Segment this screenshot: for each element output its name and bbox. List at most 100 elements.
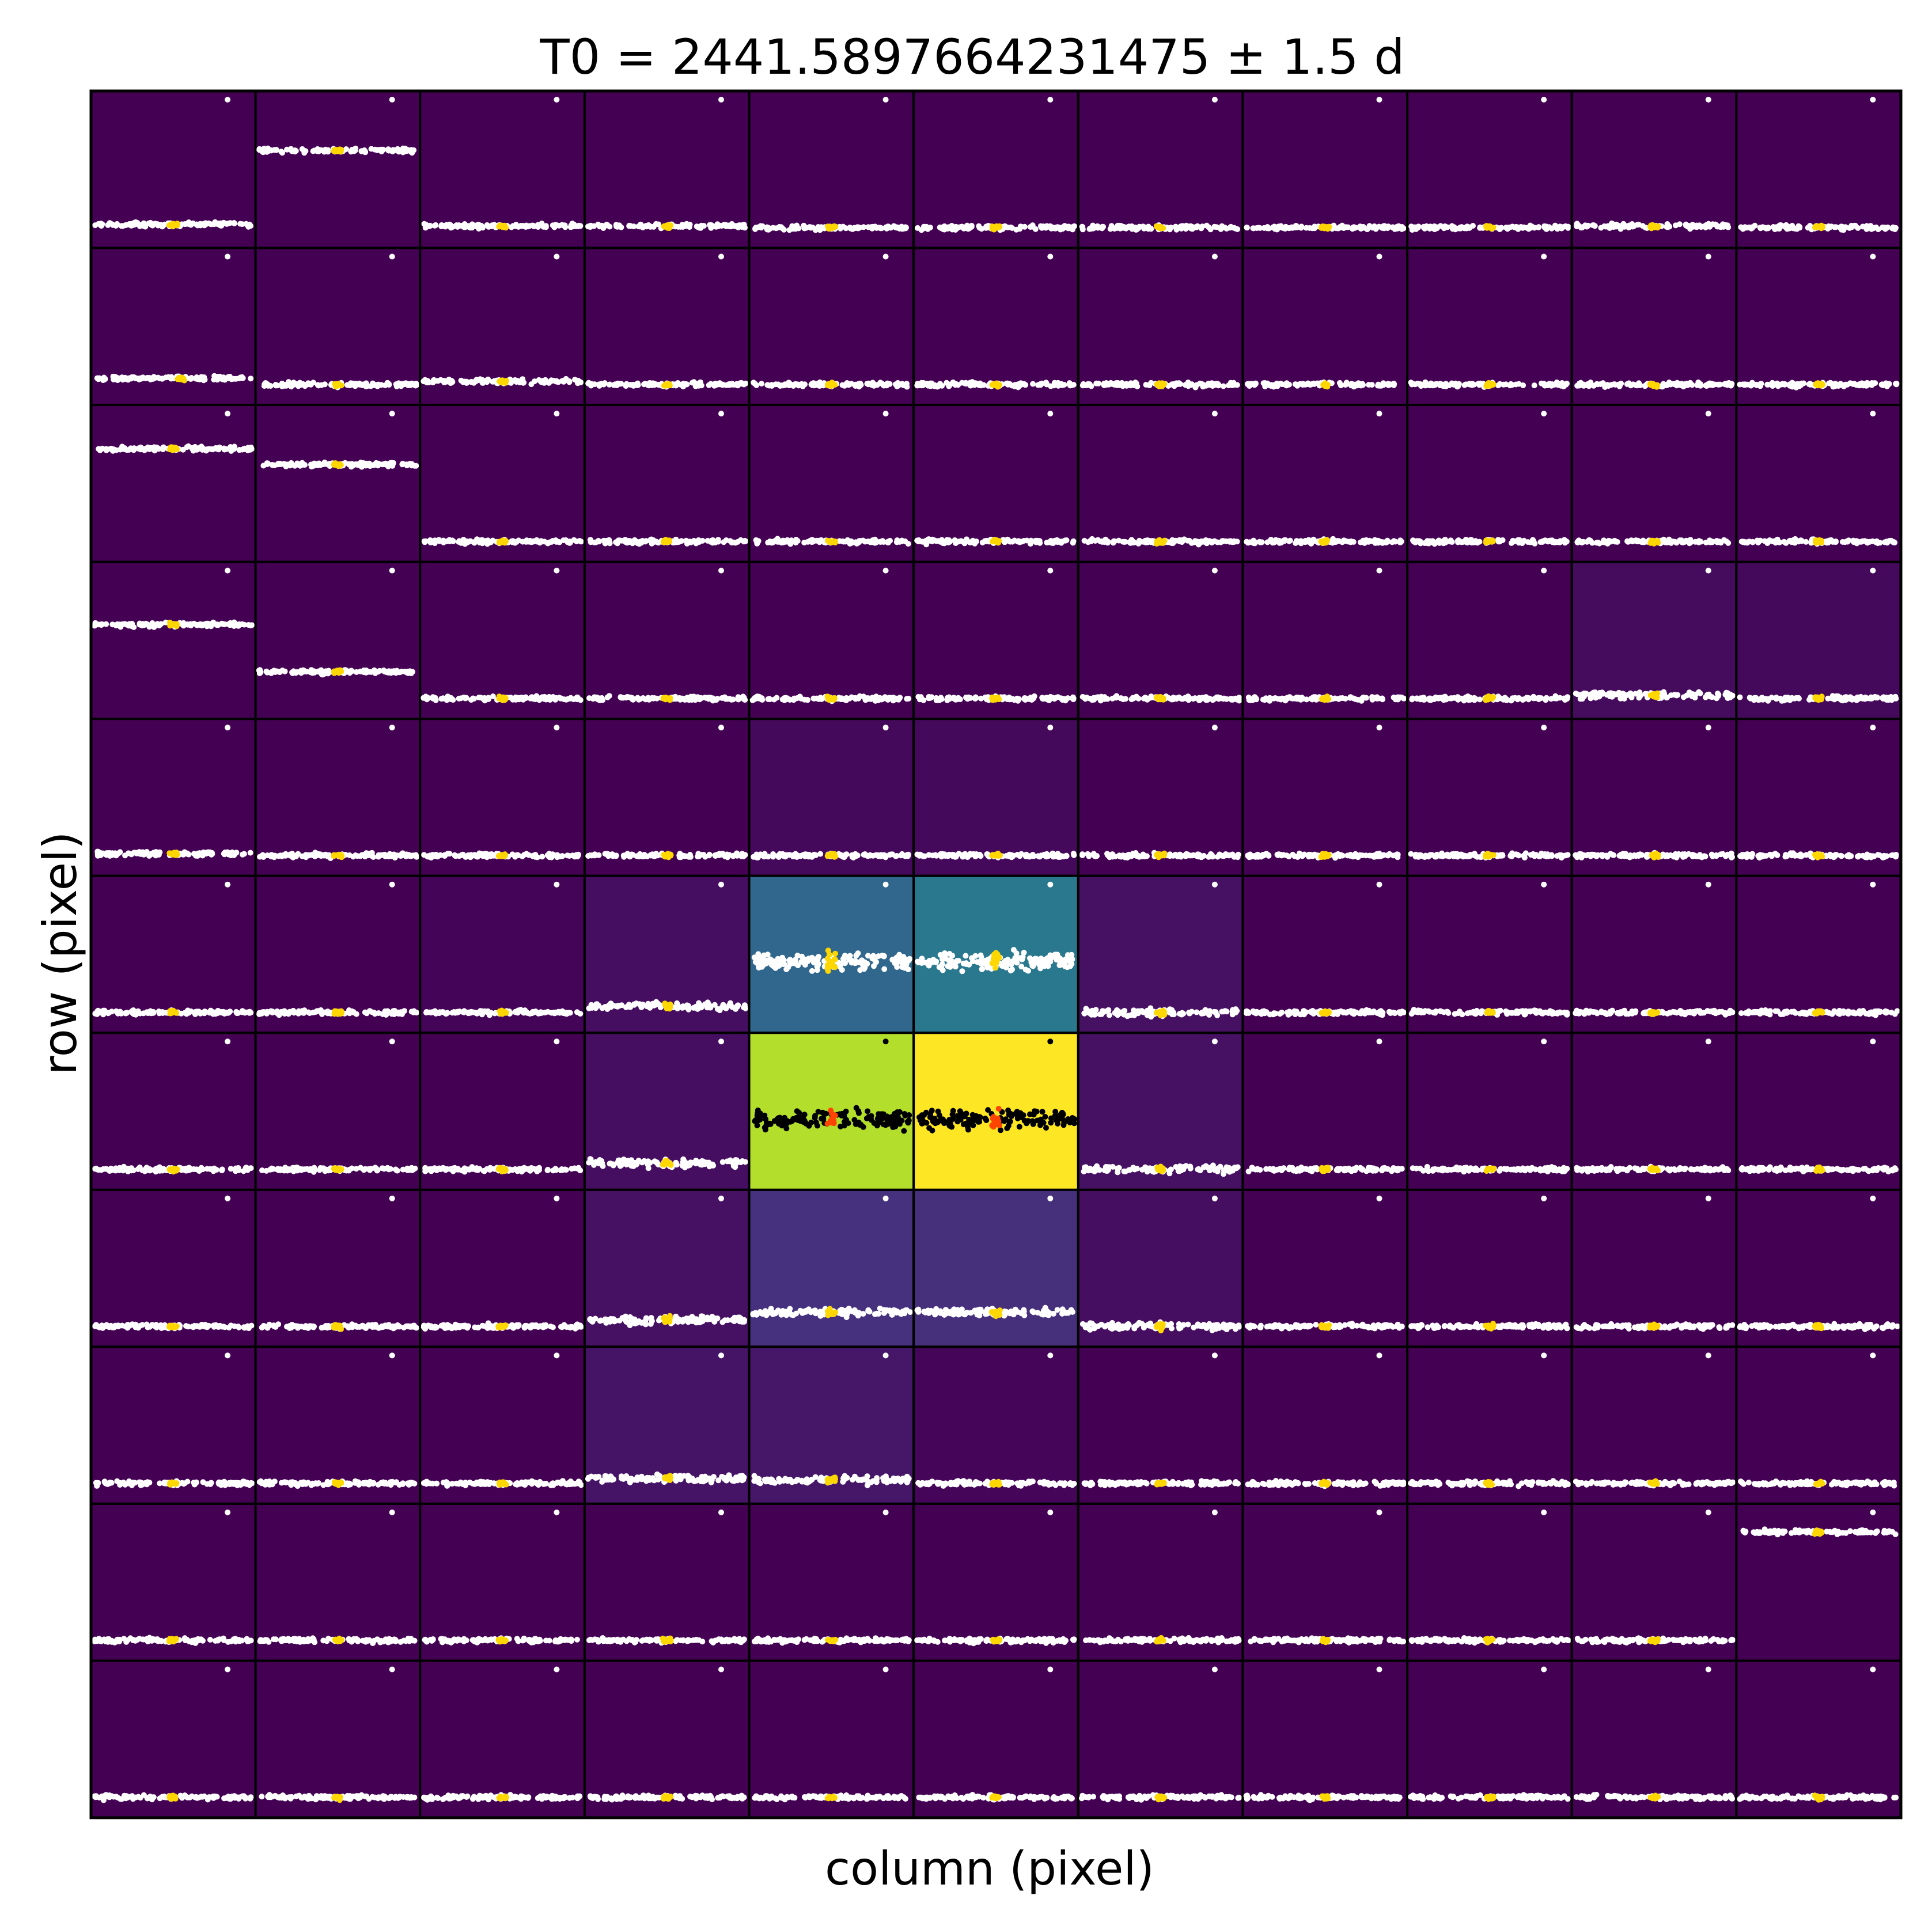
pixel-intensity-cell (254, 90, 422, 249)
lightcurve-point (195, 376, 201, 382)
lightcurve-point (1525, 226, 1532, 232)
lightcurve-point (425, 378, 431, 384)
lightcurve-point (508, 378, 514, 384)
lightcurve-point (314, 147, 320, 153)
outlier-point (1047, 97, 1054, 103)
lightcurve-point (1708, 539, 1714, 545)
lightcurve-point (1088, 383, 1094, 389)
lightcurve-point (202, 377, 208, 383)
lightcurve-point (548, 539, 555, 545)
lightcurve-point (103, 447, 109, 453)
lightcurve-point (651, 537, 657, 544)
lightcurve-point (260, 462, 267, 469)
lightcurve-point (804, 697, 810, 703)
outlier-point (1376, 97, 1382, 103)
outlier-point (389, 97, 395, 103)
lightcurve-point (585, 380, 592, 386)
lightcurve-point (385, 462, 391, 468)
lightcurve-series (1079, 222, 1241, 233)
lightcurve-point (449, 378, 455, 385)
lightcurve-point (1520, 225, 1526, 231)
transit-point (1813, 381, 1819, 388)
lightcurve-point (393, 670, 399, 676)
lightcurve-point (740, 695, 746, 701)
lightcurve-point (360, 461, 366, 468)
lightcurve-point (1375, 537, 1381, 544)
lightcurve-point (627, 223, 634, 229)
lightcurve-point (1634, 539, 1640, 545)
lightcurve-point (709, 537, 715, 544)
transit-point (995, 538, 1002, 544)
lightcurve-point (96, 221, 102, 227)
lightcurve-point (105, 222, 111, 228)
lightcurve-point (1454, 537, 1461, 544)
transit-point (502, 695, 508, 701)
lightcurve-point (1853, 538, 1859, 544)
lightcurve-point (1012, 382, 1018, 388)
transit-point (168, 444, 174, 450)
lightcurve-point (765, 696, 771, 702)
lightcurve-point (194, 221, 199, 228)
lightcurve-point (920, 539, 926, 545)
lightcurve-point (427, 223, 434, 229)
lightcurve-point (1369, 224, 1376, 230)
pixel-cell-r3-c2 (419, 560, 586, 721)
lightcurve-point (1585, 222, 1592, 229)
lightcurve-point (546, 380, 552, 386)
lightcurve-point (220, 376, 226, 382)
lightcurve-point (1579, 225, 1585, 230)
lightcurve-point (630, 696, 636, 703)
lightcurve-point (1348, 382, 1354, 389)
outlier-point (882, 253, 889, 260)
lightcurve-point (1416, 538, 1422, 544)
pixel-intensity-cell (1077, 90, 1244, 249)
lightcurve-point (635, 696, 642, 703)
lightcurve-point (458, 695, 464, 702)
lightcurve-point (1746, 539, 1752, 545)
transit-point (502, 380, 509, 386)
lightcurve-point (1199, 381, 1205, 387)
lightcurve-point (473, 377, 480, 383)
lightcurve-point (958, 223, 964, 230)
lightcurve-point (1600, 539, 1607, 545)
lightcurve-point (923, 223, 930, 230)
outlier-point (718, 97, 724, 103)
lightcurve-point (1130, 225, 1135, 232)
lightcurve-point (152, 375, 158, 381)
lightcurve-point (1387, 381, 1393, 388)
lightcurve-point (1729, 381, 1735, 387)
lightcurve-point (211, 221, 218, 227)
lightcurve-point (1477, 224, 1483, 230)
lightcurve-point (1877, 540, 1883, 546)
lightcurve-point (1427, 225, 1433, 231)
lightcurve-point (1109, 224, 1115, 230)
transit-points (661, 222, 674, 232)
lightcurve-point (1864, 380, 1870, 386)
lightcurve-point (513, 222, 519, 228)
lightcurve-point (721, 222, 728, 228)
pixel-cell-r0-c6 (1077, 90, 1244, 249)
outlier-point (225, 97, 231, 103)
lightcurve-point (1130, 540, 1136, 546)
lightcurve-point (1546, 381, 1552, 387)
lightcurve-point (126, 221, 132, 227)
lightcurve-point (706, 382, 712, 388)
pixel-cell-r2-c3 (583, 404, 751, 563)
lightcurve-point (122, 445, 128, 452)
transit-point (181, 377, 187, 384)
lightcurve-point (616, 222, 622, 229)
transit-point (1653, 223, 1659, 229)
lightcurve-point (1306, 225, 1313, 231)
lightcurve-point (946, 538, 952, 544)
lightcurve-point (1672, 539, 1678, 545)
lightcurve-point (349, 146, 355, 153)
lightcurve-point (1574, 539, 1581, 545)
lightcurve-point (1244, 225, 1250, 231)
lightcurve-point (229, 446, 236, 453)
lightcurve-point (870, 382, 877, 388)
lightcurve-point (151, 623, 157, 630)
lightcurve-point (1287, 537, 1293, 544)
lightcurve-point (1017, 223, 1024, 230)
lightcurve-point (97, 447, 103, 453)
lightcurve-point (1415, 224, 1421, 230)
